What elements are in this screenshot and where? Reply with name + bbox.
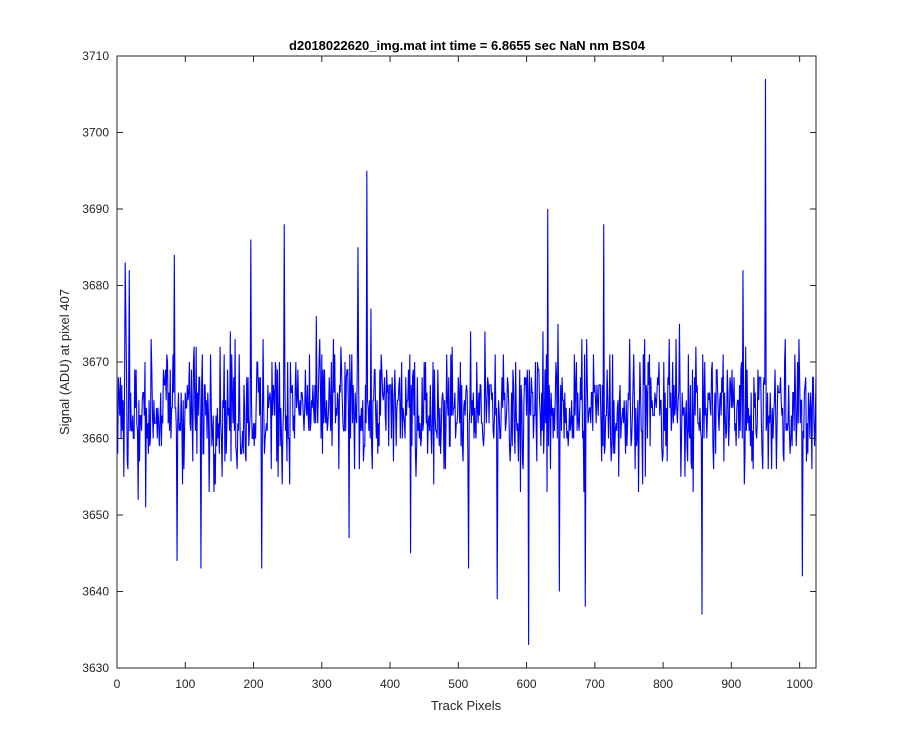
x-tick-label: 200 [244, 677, 264, 691]
x-tick-label: 300 [312, 677, 332, 691]
y-axis: 3630 3640 3650 3660 3670 3680 3690 3700 3710 [82, 49, 816, 675]
x-axis: 0 100 200 300 400 500 600 700 800 900 1000 [114, 56, 813, 691]
x-tick-label: 1000 [786, 677, 813, 691]
series-line [117, 78, 817, 646]
y-axis-label: Signal (ADU) at pixel 407 [57, 289, 72, 435]
x-tick-label: 600 [517, 677, 537, 691]
y-tick-label: 3710 [82, 49, 109, 63]
x-tick-label: 800 [653, 677, 673, 691]
y-tick-label: 3650 [82, 508, 109, 522]
x-tick-label: 400 [380, 677, 400, 691]
x-axis-label: Track Pixels [431, 698, 502, 713]
y-tick-label: 3630 [82, 661, 109, 675]
x-tick-label: 0 [114, 677, 121, 691]
y-tick-label: 3670 [82, 355, 109, 369]
x-tick-label: 900 [721, 677, 741, 691]
axes-box [116, 55, 817, 669]
plot-area [116, 55, 817, 669]
x-tick-label: 700 [585, 677, 605, 691]
y-tick-label: 3680 [82, 279, 109, 293]
chart-title: d2018022620_img.mat int time = 6.8655 se… [289, 38, 646, 53]
y-tick-label: 3700 [82, 126, 109, 140]
x-tick-label: 100 [175, 677, 195, 691]
y-tick-label: 3640 [82, 585, 109, 599]
x-tick-label: 500 [448, 677, 468, 691]
y-tick-label: 3690 [82, 202, 109, 216]
y-tick-label: 3660 [82, 432, 109, 446]
